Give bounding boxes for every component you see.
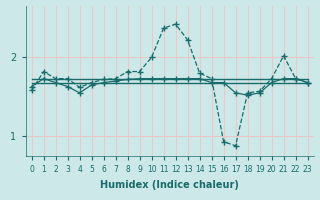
X-axis label: Humidex (Indice chaleur): Humidex (Indice chaleur): [100, 180, 239, 190]
